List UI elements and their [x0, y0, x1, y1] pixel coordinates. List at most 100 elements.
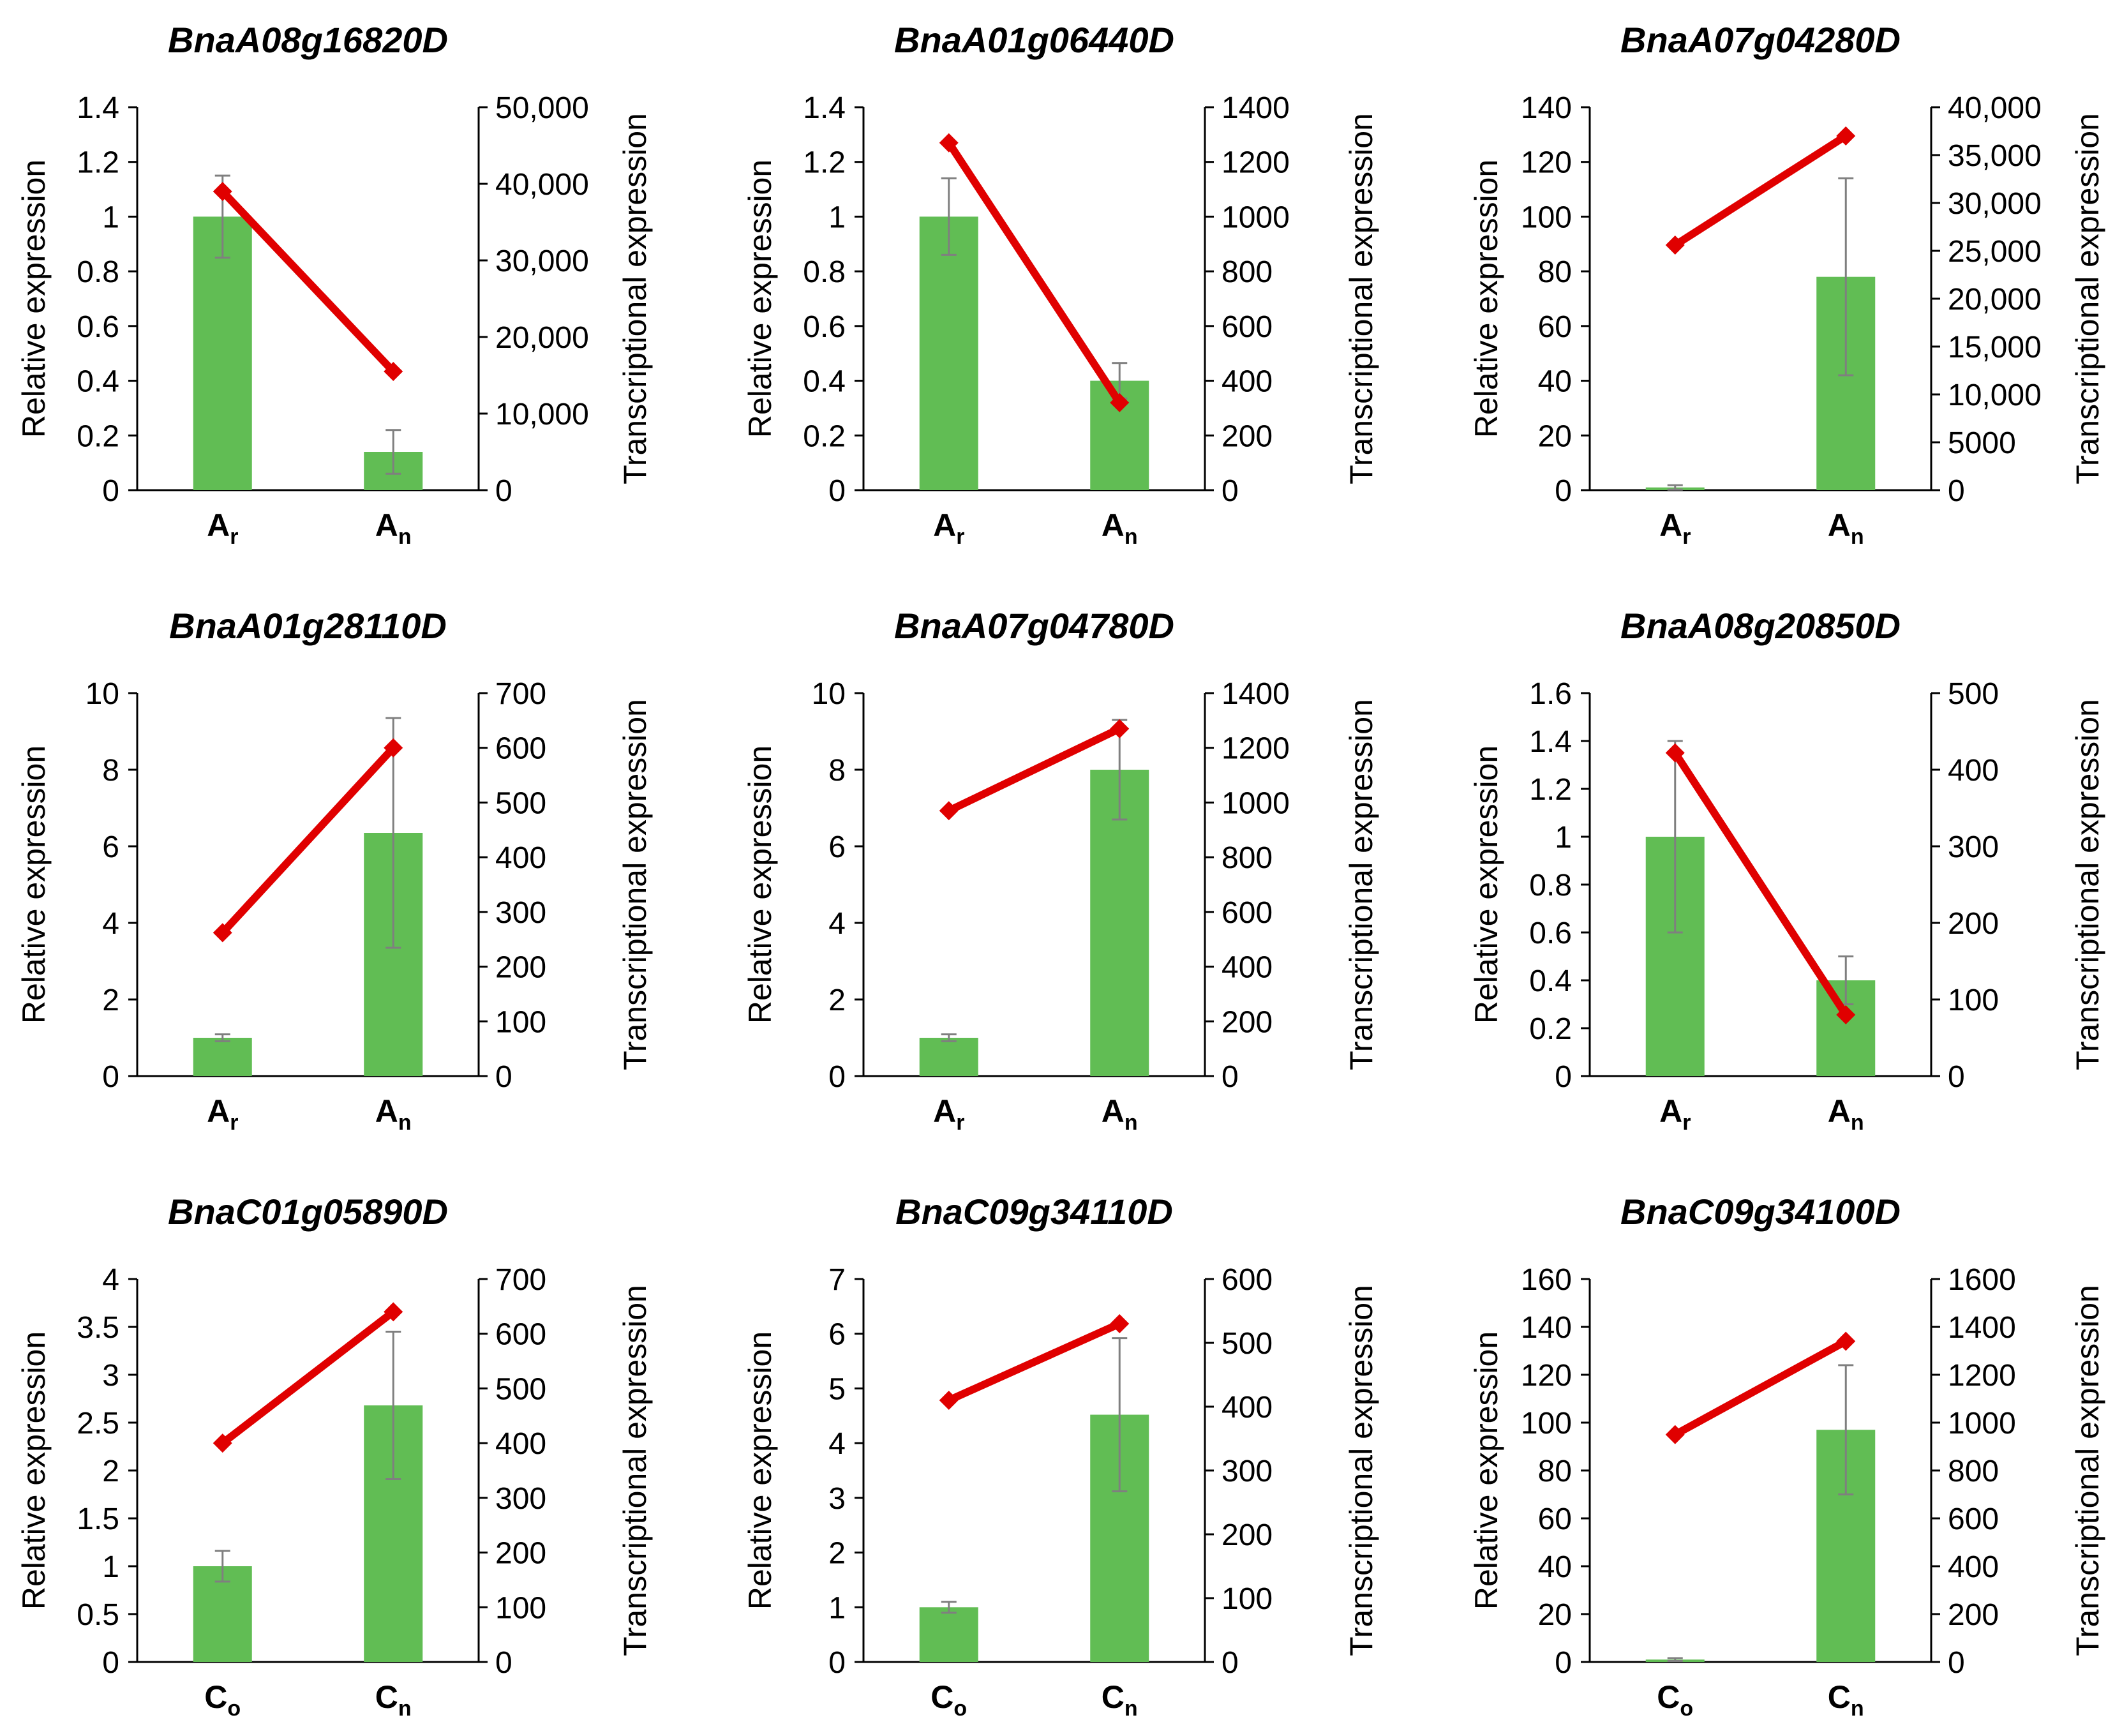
left-tick-label: 20 [1538, 1598, 1572, 1632]
line-series [947, 1320, 1121, 1404]
category-subscript: o [1680, 1696, 1693, 1721]
left-tick-label: 0.6 [1529, 917, 1572, 950]
category-main: A [375, 507, 398, 543]
line-point-marker [1665, 1425, 1685, 1444]
left-tick-label: 0.8 [77, 255, 119, 289]
category-label: Co [1657, 1679, 1693, 1721]
category-main: A [933, 507, 956, 543]
chart-panel-6: BnaA08g20850D 0 0.2 0.4 0.6 0.8 1 1.2 1.4 1.6 0 100… [1468, 606, 2105, 1135]
left-tick-label: 0.8 [803, 255, 846, 289]
right-tick-label: 300 [1222, 1455, 1273, 1488]
category-label: An [375, 507, 412, 549]
right-tick-label: 1600 [1948, 1263, 2016, 1297]
line-series [220, 745, 396, 936]
category-subscript: r [956, 1111, 964, 1135]
left-tick-label: 10 [812, 677, 846, 711]
right-tick-label: 0 [495, 1646, 512, 1680]
right-tick-label: 40,000 [1948, 91, 2042, 125]
line-point-marker [213, 923, 232, 943]
left-tick-label: 1 [828, 1591, 846, 1625]
left-tick-label: 10 [86, 677, 119, 711]
left-tick-label: 120 [1521, 1359, 1572, 1393]
category-label: Ar [207, 1093, 238, 1135]
line-point-marker [384, 362, 403, 381]
right-tick-label: 400 [1222, 365, 1273, 399]
left-tick-label: 2.5 [77, 1407, 119, 1440]
right-tick-label: 400 [495, 1427, 546, 1461]
left-tick-label: 0.6 [77, 310, 119, 344]
right-tick-label: 1200 [1222, 732, 1290, 766]
right-tick-label: 5000 [1948, 426, 2016, 460]
category-label: Cn [1102, 1679, 1138, 1721]
right-tick-label: 300 [495, 896, 546, 930]
category-subscript: n [1851, 525, 1864, 549]
chart-title: BnaC01g05890D [168, 1192, 448, 1232]
left-tick-label: 0 [102, 1646, 119, 1680]
right-tick-label: 1400 [1222, 677, 1290, 711]
right-tick-label: 0 [1948, 474, 1965, 508]
left-tick-label: 60 [1538, 310, 1572, 344]
right-tick-label: 0 [495, 474, 512, 508]
left-tick-label: 0.5 [77, 1598, 119, 1632]
right-tick-label: 500 [1948, 677, 1999, 711]
left-tick-label: 0 [1555, 474, 1572, 508]
right-tick-label: 100 [1948, 984, 1999, 1017]
left-tick-label: 60 [1538, 1502, 1572, 1536]
left-tick-label: 20 [1538, 419, 1572, 453]
left-tick-label: 3 [828, 1482, 846, 1516]
right-tick-label: 600 [1222, 310, 1273, 344]
right-tick-label: 10,000 [495, 398, 589, 431]
right-tick-label: 100 [1222, 1582, 1273, 1616]
right-tick-label: 600 [1222, 1263, 1273, 1297]
category-label: An [1828, 1093, 1864, 1135]
left-tick-label: 0 [102, 474, 119, 508]
right-axis-title: Transcriptional expression [2070, 699, 2105, 1070]
line-point-marker [939, 801, 959, 821]
left-tick-label: 0.4 [1529, 964, 1572, 998]
chart-panel-3: BnaA07g04280D 0 20 40 60 80 100 120 140 0 5000 10,0… [1468, 20, 2105, 549]
right-tick-label: 800 [1948, 1455, 1999, 1488]
line-point-marker [1836, 1331, 1856, 1351]
right-tick-label: 50,000 [495, 91, 589, 125]
category-label: An [1102, 1093, 1138, 1135]
right-tick-label: 1400 [1948, 1311, 2016, 1345]
right-tick-label: 200 [1948, 907, 1999, 941]
left-tick-label: 140 [1521, 91, 1572, 125]
right-tick-label: 1400 [1222, 91, 1290, 125]
right-tick-label: 100 [495, 1005, 546, 1039]
left-tick-label: 0.6 [803, 310, 846, 344]
left-tick-label: 6 [828, 830, 846, 864]
left-tick-label: 3.5 [77, 1311, 119, 1345]
right-tick-label: 500 [495, 786, 546, 820]
left-tick-label: 3 [102, 1359, 119, 1393]
left-tick-label: 160 [1521, 1263, 1572, 1297]
left-tick-label: 7 [828, 1263, 846, 1297]
line-point-marker [1110, 1314, 1130, 1333]
left-tick-label: 1 [828, 200, 846, 234]
category-main: A [1659, 1093, 1682, 1129]
left-tick-label: 6 [828, 1318, 846, 1352]
chart-panel-1: BnaA08g16820D 0 0.2 0.4 0.6 0.8 1 1.2 1.4 0 10,000… [16, 20, 653, 549]
left-axis-title: Relative expression [16, 160, 52, 438]
right-tick-label: 30,000 [1948, 187, 2042, 221]
right-tick-label: 400 [1948, 1550, 1999, 1584]
left-tick-label: 1.2 [1529, 773, 1572, 807]
category-subscript: n [1851, 1111, 1864, 1135]
right-tick-label: 100 [495, 1591, 546, 1625]
right-tick-label: 600 [495, 1318, 546, 1352]
left-axis-title: Relative expression [742, 1331, 778, 1610]
line-point-marker [213, 1433, 232, 1453]
bar [193, 216, 252, 490]
right-tick-label: 500 [495, 1372, 546, 1406]
left-tick-label: 5 [828, 1372, 846, 1406]
category-subscript: n [1125, 525, 1138, 549]
right-tick-label: 200 [1222, 1518, 1273, 1552]
chart-title: BnaA07g04780D [894, 606, 1174, 646]
category-subscript: n [1125, 1111, 1138, 1135]
chart-panel-5: BnaA07g04780D 0 2 4 6 8 10 0 200 400 600 800 1000 120… [742, 606, 1379, 1135]
bar [919, 1038, 978, 1076]
chart-panel-7: BnaC01g05890D 0 0.5 1 1.5 2 2.5 3 3.5 4 0 100 200 300… [16, 1192, 653, 1721]
category-label: Ar [933, 1093, 964, 1135]
left-tick-label: 100 [1521, 200, 1572, 234]
left-axis-title: Relative expression [16, 1331, 52, 1610]
